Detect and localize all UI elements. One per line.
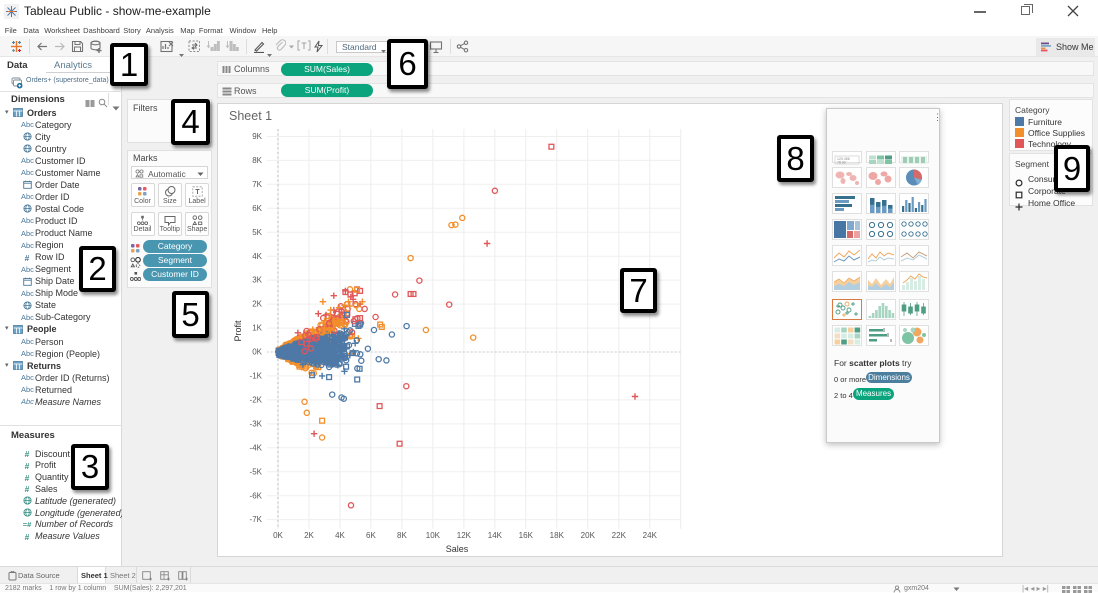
svg-text:0K: 0K	[273, 531, 283, 540]
svg-text:0K: 0K	[252, 348, 262, 357]
svg-text:Abc: Abc	[21, 168, 34, 176]
svg-text:Abc: Abc	[21, 120, 34, 128]
svg-text:6K: 6K	[252, 204, 262, 213]
svg-text:Abc: Abc	[21, 192, 34, 200]
svg-text:Sales: Sales	[446, 544, 469, 554]
svg-text:24K: 24K	[643, 531, 658, 540]
svg-text:123 456: 123 456	[837, 157, 850, 161]
svg-text:10K: 10K	[426, 531, 441, 540]
svg-text:Abc: Abc	[21, 313, 34, 321]
svg-text:78 90: 78 90	[837, 161, 846, 165]
svg-text:16K: 16K	[519, 531, 534, 540]
svg-text:5K: 5K	[252, 228, 262, 237]
svg-text:1K: 1K	[252, 324, 262, 333]
svg-text:22K: 22K	[612, 531, 627, 540]
svg-text:Abc: Abc	[21, 229, 34, 237]
svg-text:-3K: -3K	[250, 420, 263, 429]
svg-text:4K: 4K	[335, 531, 345, 540]
svg-text:8K: 8K	[252, 156, 262, 165]
svg-text:3K: 3K	[252, 276, 262, 285]
svg-text:Abc: Abc	[21, 241, 34, 249]
svg-text:Abc: Abc	[21, 337, 34, 345]
svg-text:-7K: -7K	[250, 515, 263, 524]
svg-text:4K: 4K	[252, 252, 262, 261]
svg-text:Abc: Abc	[21, 289, 34, 297]
svg-text:Abc: Abc	[21, 373, 34, 381]
svg-text:-1K: -1K	[250, 372, 263, 381]
svg-text:2K: 2K	[252, 300, 262, 309]
svg-text:2K: 2K	[304, 531, 314, 540]
svg-text:Abc: Abc	[21, 385, 34, 393]
svg-text:-6K: -6K	[250, 491, 263, 500]
svg-text:12K: 12K	[457, 531, 472, 540]
svg-text:9K: 9K	[252, 132, 262, 141]
svg-text:8K: 8K	[397, 531, 407, 540]
svg-text:Profit: Profit	[233, 320, 243, 342]
svg-text:Abc: Abc	[21, 156, 34, 164]
svg-text:7K: 7K	[252, 180, 262, 189]
svg-text:18K: 18K	[550, 531, 565, 540]
svg-text:20K: 20K	[581, 531, 596, 540]
svg-text:14K: 14K	[488, 531, 503, 540]
svg-text:Abc: Abc	[21, 265, 34, 273]
svg-text:6K: 6K	[366, 531, 376, 540]
svg-text:Abc: Abc	[21, 397, 34, 405]
svg-text:-5K: -5K	[250, 467, 263, 476]
svg-text:Abc: Abc	[21, 216, 34, 224]
svg-text:Abc: Abc	[21, 349, 34, 357]
svg-text:-4K: -4K	[250, 443, 263, 452]
svg-text:-2K: -2K	[250, 396, 263, 405]
